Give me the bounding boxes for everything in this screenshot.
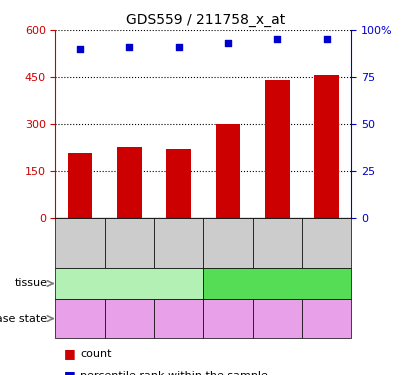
Point bbox=[77, 46, 83, 52]
Bar bbox=[216, 124, 240, 218]
Text: GSM19138: GSM19138 bbox=[125, 218, 134, 267]
Point bbox=[175, 44, 182, 50]
Text: ileum: ileum bbox=[114, 279, 145, 288]
Text: Crohn's
disease: Crohn's disease bbox=[113, 309, 145, 328]
Bar bbox=[68, 153, 92, 218]
Text: disease state: disease state bbox=[0, 314, 47, 324]
Point bbox=[323, 36, 330, 42]
Text: GSM19137: GSM19137 bbox=[224, 218, 233, 267]
Point bbox=[126, 44, 133, 50]
Bar bbox=[117, 147, 142, 218]
Text: GDS559 / 211758_x_at: GDS559 / 211758_x_at bbox=[126, 13, 285, 27]
Text: control: control bbox=[65, 314, 95, 323]
Text: GSM19139: GSM19139 bbox=[273, 218, 282, 267]
Text: colon: colon bbox=[263, 279, 292, 288]
Point bbox=[225, 40, 231, 46]
Bar bbox=[265, 80, 290, 218]
Text: control: control bbox=[213, 314, 243, 323]
Text: count: count bbox=[80, 349, 112, 359]
Text: ulcerative
colitis: ulcerative colitis bbox=[306, 309, 348, 328]
Text: GSM19140: GSM19140 bbox=[174, 218, 183, 267]
Text: percentile rank within the sample: percentile rank within the sample bbox=[80, 371, 268, 375]
Text: ■: ■ bbox=[64, 369, 76, 375]
Text: ■: ■ bbox=[64, 348, 76, 360]
Point bbox=[274, 36, 281, 42]
Text: Crohn's
disease: Crohn's disease bbox=[261, 309, 293, 328]
Bar bbox=[166, 149, 191, 217]
Bar bbox=[314, 75, 339, 217]
Text: GSM19141: GSM19141 bbox=[322, 218, 331, 267]
Text: tissue: tissue bbox=[14, 279, 47, 288]
Text: GSM19135: GSM19135 bbox=[76, 218, 85, 267]
Text: ulcerative
colitis: ulcerative colitis bbox=[158, 309, 200, 328]
